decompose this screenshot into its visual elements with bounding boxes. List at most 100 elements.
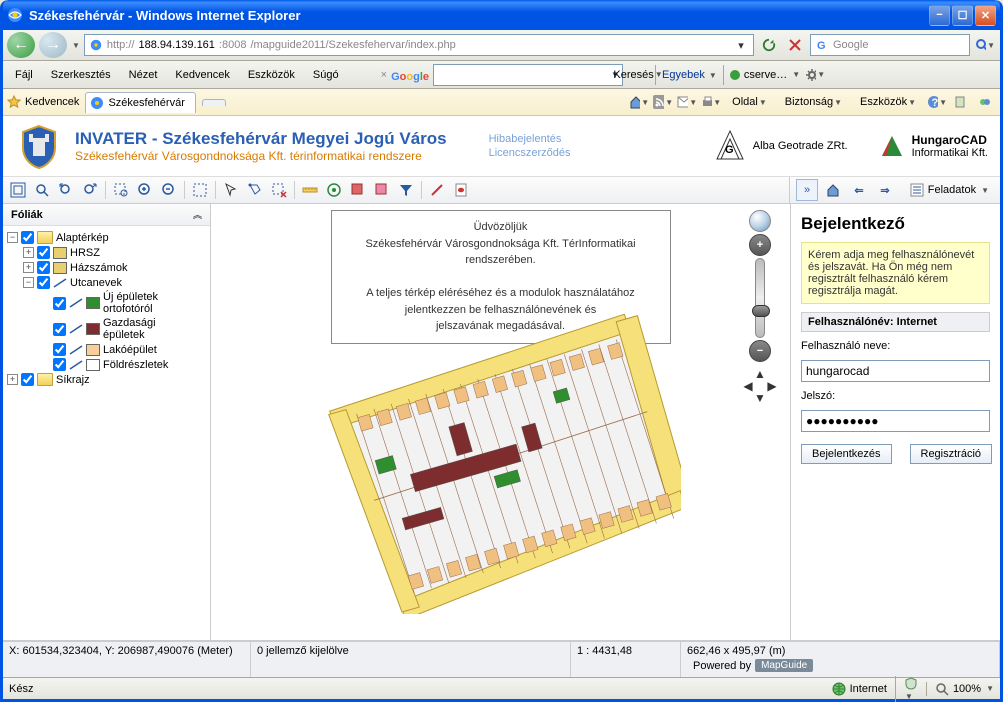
tool-fit-window[interactable] xyxy=(7,179,29,201)
tool-zoom-next[interactable] xyxy=(79,179,101,201)
stop-button[interactable] xyxy=(784,34,806,56)
layer-label[interactable]: Gazdaságiépületek xyxy=(103,317,156,341)
pan-north[interactable]: ▲ xyxy=(754,368,766,380)
tool-select-poly[interactable] xyxy=(244,179,266,201)
zoom-in-button[interactable]: + xyxy=(749,234,771,256)
zoom-full-extent[interactable] xyxy=(749,210,771,232)
task-back-button[interactable]: ⇐ xyxy=(848,179,870,201)
layer-label[interactable]: Lakóépület xyxy=(103,344,157,356)
window-close-button[interactable]: ✕ xyxy=(975,5,996,26)
menu-file[interactable]: Fájl xyxy=(7,65,41,85)
refresh-button[interactable] xyxy=(758,34,780,56)
google-search-button[interactable]: Keresés▼ xyxy=(627,64,649,86)
feeds-button[interactable]: ▼ xyxy=(652,91,674,113)
layer-check-lako[interactable] xyxy=(53,343,66,356)
layers-collapse-icon[interactable]: ︽ xyxy=(193,208,202,221)
tree-collapse-utcanev[interactable]: − xyxy=(23,277,34,288)
layer-check-hazsz[interactable] xyxy=(37,261,50,274)
pan-east[interactable]: ▶ xyxy=(766,380,778,392)
menu-view[interactable]: Nézet xyxy=(121,65,166,85)
layer-check-foldr[interactable] xyxy=(53,358,66,371)
security-zone[interactable]: Internet xyxy=(832,682,887,696)
register-button[interactable]: Regisztráció xyxy=(910,444,993,464)
tool-zoom-prev[interactable] xyxy=(55,179,77,201)
print-button[interactable]: ▼ xyxy=(700,91,722,113)
tool-pdf[interactable] xyxy=(450,179,472,201)
tree-collapse-root1[interactable]: − xyxy=(7,232,18,243)
forward-button[interactable]: → xyxy=(39,32,67,58)
menu-help[interactable]: Súgó xyxy=(305,65,347,85)
tool-layer1[interactable] xyxy=(347,179,369,201)
zoom-thumb[interactable] xyxy=(752,305,770,317)
tool-zoom-out[interactable] xyxy=(158,179,180,201)
menu-tools[interactable]: Eszközök xyxy=(240,65,303,85)
tool-redline[interactable] xyxy=(426,179,448,201)
layer-check-root1[interactable] xyxy=(21,231,34,244)
cmd-safety[interactable]: Biztonság▼ xyxy=(777,92,850,112)
menu-edit[interactable]: Szerkesztés xyxy=(43,65,119,85)
address-dropdown[interactable]: ▾ xyxy=(733,39,749,52)
task-forward-button[interactable]: ⇒ xyxy=(874,179,896,201)
zoom-level[interactable]: 100%▼ xyxy=(926,682,994,696)
tool-select-rect[interactable] xyxy=(189,179,211,201)
password-input[interactable] xyxy=(801,410,990,432)
zoom-out-button[interactable]: − xyxy=(749,340,771,362)
layer-check-ujep[interactable] xyxy=(53,297,66,310)
window-maximize-button[interactable]: ☐ xyxy=(952,5,973,26)
tree-expand-hrsz[interactable]: + xyxy=(23,247,34,258)
home-button[interactable]: ▼ xyxy=(628,91,650,113)
research-button[interactable] xyxy=(950,91,972,113)
username-input[interactable] xyxy=(801,360,990,382)
browser-tab[interactable]: Székesfehérvár xyxy=(85,92,195,113)
back-button[interactable]: ← xyxy=(7,32,35,58)
layer-label[interactable]: Utcanevek xyxy=(70,277,122,289)
header-link-report[interactable]: Hibabejelentés xyxy=(489,132,571,146)
layer-label[interactable]: HRSZ xyxy=(70,247,100,259)
tool-zoom-window[interactable] xyxy=(110,179,132,201)
google-user-button[interactable]: cserve…▼ xyxy=(730,69,800,81)
menu-favorites[interactable]: Kedvencek xyxy=(167,65,237,85)
layer-check-gazd[interactable] xyxy=(53,323,66,336)
tool-zoom-extents[interactable] xyxy=(31,179,53,201)
pan-west[interactable]: ◀ xyxy=(742,380,754,392)
help-button[interactable]: ?▼ xyxy=(926,91,948,113)
favorites-button[interactable]: Kedvencek xyxy=(7,95,79,109)
messenger-button[interactable] xyxy=(974,91,996,113)
pan-south[interactable]: ▼ xyxy=(754,392,766,404)
tool-measure[interactable] xyxy=(299,179,321,201)
google-toolbar-search[interactable]: ▾ xyxy=(433,64,623,86)
google-more-button[interactable]: Egyebek ▼ xyxy=(662,69,717,81)
nav-history-dropdown[interactable]: ▼ xyxy=(72,41,80,50)
window-minimize-button[interactable]: − xyxy=(929,5,950,26)
layer-label[interactable]: Új épületekortofotóról xyxy=(103,291,158,315)
task-home-button[interactable] xyxy=(822,179,844,201)
cmd-tools[interactable]: Eszközök▼ xyxy=(852,92,924,112)
tree-expand-hazsz[interactable]: + xyxy=(23,262,34,273)
layer-label[interactable]: Házszámok xyxy=(70,262,127,274)
mail-button[interactable]: ▼ xyxy=(676,91,698,113)
google-settings-button[interactable]: ▼ xyxy=(804,64,826,86)
layer-check-root2[interactable] xyxy=(21,373,34,386)
tool-zoom-in[interactable] xyxy=(134,179,156,201)
new-tab-button[interactable] xyxy=(202,99,226,106)
tool-clear-select[interactable] xyxy=(268,179,290,201)
layer-label[interactable]: Alaptérkép xyxy=(56,232,109,244)
protected-mode-icon[interactable]: ▼ xyxy=(895,676,918,702)
cmd-page[interactable]: Oldal▼ xyxy=(724,92,775,112)
search-go-button[interactable]: ▼ xyxy=(974,34,996,56)
tool-buffer[interactable] xyxy=(323,179,345,201)
ie-search-box[interactable]: G Google xyxy=(810,34,970,56)
task-toggle-button[interactable]: » xyxy=(796,179,818,201)
layer-label[interactable]: Síkrajz xyxy=(56,374,90,386)
header-link-license[interactable]: Licencszerződés xyxy=(489,146,571,160)
tree-expand-root2[interactable]: + xyxy=(7,374,18,385)
layer-label[interactable]: Földrészletek xyxy=(103,359,168,371)
tool-pointer[interactable] xyxy=(220,179,242,201)
address-bar[interactable]: http://188.94.139.161:8008/mapguide2011/… xyxy=(84,34,754,56)
login-button[interactable]: Bejelentkezés xyxy=(801,444,892,464)
map-viewport[interactable]: Üdvözöljük Székesfehérvár Városgondnoksá… xyxy=(211,204,790,640)
tasks-dropdown[interactable]: Feladatok▼ xyxy=(905,180,994,200)
tool-layer2[interactable] xyxy=(371,179,393,201)
layer-check-utcanev[interactable] xyxy=(37,276,50,289)
zoom-slider[interactable] xyxy=(755,258,765,338)
